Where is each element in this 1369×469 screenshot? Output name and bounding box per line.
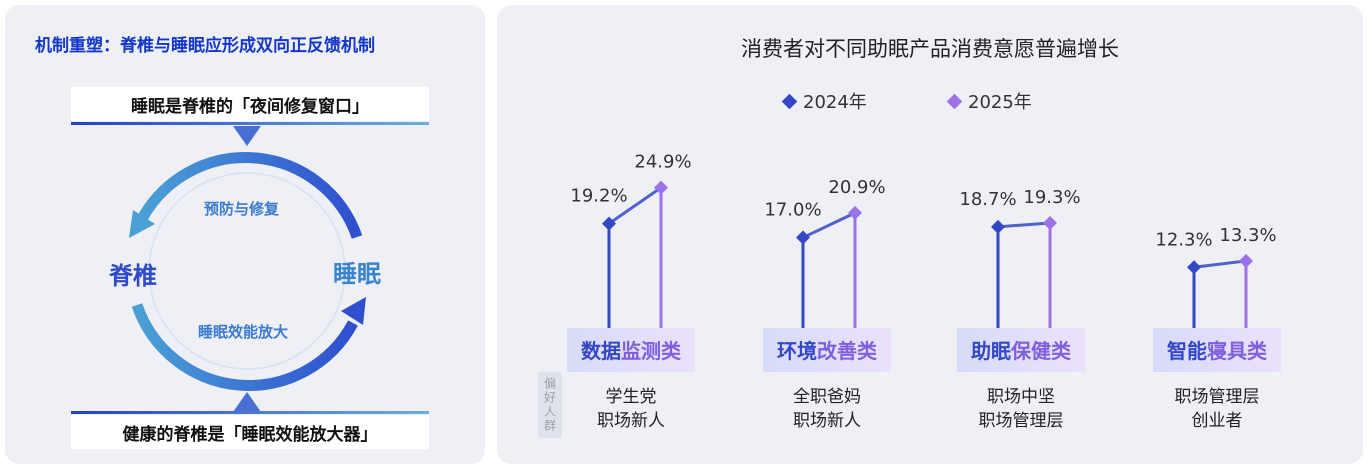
up-arrow-icon bbox=[233, 392, 261, 412]
point-2024-3 bbox=[1187, 260, 1201, 275]
top-arc bbox=[138, 152, 363, 239]
point-2025-0 bbox=[654, 180, 668, 195]
category-band-0 bbox=[567, 328, 695, 372]
category-band-1 bbox=[763, 328, 891, 372]
connector-1 bbox=[802, 211, 856, 239]
group-3-line2: 创业者 bbox=[1191, 411, 1243, 431]
category-label-0-part-b: 监测类 bbox=[621, 339, 681, 363]
bottom-arc bbox=[131, 303, 358, 391]
bottom-band: 健康的脊椎是「睡眠效能放大器」 bbox=[71, 415, 429, 449]
category-label-2-part-a: 助眠 bbox=[971, 339, 1011, 363]
point-2024-0 bbox=[602, 216, 616, 231]
down-arrow-icon bbox=[233, 126, 261, 146]
category-label-3-part-a: 智能 bbox=[1167, 339, 1207, 363]
cycle-diagram bbox=[129, 126, 366, 412]
group-3: 职场管理层 创业者 bbox=[1153, 385, 1281, 433]
value-label-2025-1: 20.9% bbox=[828, 177, 885, 198]
chart-title: 消费者对不同助眠产品消费意愿普遍增长 bbox=[741, 37, 1119, 61]
top-band: 睡眠是脊椎的「夜间修复窗口」 bbox=[71, 87, 429, 121]
category-label-3-part-b: 寝具类 bbox=[1207, 339, 1267, 363]
value-label-2024-2: 18.7% bbox=[959, 189, 1016, 210]
category-label-0: 数据监测类 bbox=[567, 335, 695, 364]
point-2024-2 bbox=[991, 219, 1005, 234]
legend-2024: 2024年 bbox=[781, 88, 867, 114]
point-2025-3 bbox=[1239, 253, 1253, 268]
legend-2025: 2025年 bbox=[946, 88, 1032, 114]
value-label-2025-2: 19.3% bbox=[1023, 187, 1080, 208]
category-label-1-part-b: 改善类 bbox=[817, 339, 877, 363]
point-2024-1 bbox=[796, 230, 810, 245]
category-label-1: 环境改善类 bbox=[763, 335, 891, 364]
top-band-line bbox=[71, 122, 429, 125]
connector-2 bbox=[997, 221, 1051, 229]
group-1-line2: 职场新人 bbox=[793, 411, 861, 431]
group-0-line1: 学生党 bbox=[605, 387, 657, 407]
preference-badge: 偏好人群 bbox=[538, 372, 562, 438]
legend-label-2024: 2024年 bbox=[803, 92, 867, 113]
node-sleep: 睡眠 bbox=[333, 260, 381, 288]
value-label-2024-3: 12.3% bbox=[1155, 229, 1212, 250]
connector-0 bbox=[608, 186, 662, 225]
mechanism-panel: 机制重塑：脊椎与睡眠应形成双向正反馈机制 睡眠是脊椎的「夜间修复窗口」 脊椎 睡… bbox=[5, 5, 485, 464]
value-label-2025-0: 24.9% bbox=[634, 152, 691, 173]
point-2025-1 bbox=[848, 205, 862, 220]
arc-arrowhead-right-icon bbox=[341, 297, 366, 325]
category-band-2 bbox=[957, 328, 1085, 372]
category-band-3 bbox=[1153, 328, 1281, 372]
value-label-2024-1: 17.0% bbox=[764, 200, 821, 221]
category-label-3: 智能寝具类 bbox=[1153, 335, 1281, 364]
group-1-line1: 全职爸妈 bbox=[793, 387, 861, 407]
value-label-2025-3: 13.3% bbox=[1219, 225, 1276, 246]
arc-arrowhead-left-icon bbox=[129, 210, 155, 238]
group-2-line2: 职场管理层 bbox=[978, 411, 1064, 431]
mechanism-title: 机制重塑：脊椎与睡眠应形成双向正反馈机制 bbox=[35, 36, 375, 56]
bottom-band-line bbox=[71, 411, 429, 414]
category-label-0-part-a: 数据 bbox=[581, 339, 621, 363]
group-3-line1: 职场管理层 bbox=[1174, 387, 1260, 407]
chart-plot: 19.2% 24.9% 17.0% 20.9% 18.7% 19.3% 12.3% 13.3% bbox=[570, 152, 1277, 328]
group-0-line2: 职场新人 bbox=[597, 411, 665, 431]
group-0: 学生党 职场新人 bbox=[567, 385, 695, 433]
chart-panel: 消费者对不同助眠产品消费意愿普遍增长 2024年 2025年 19.2% 24.9… bbox=[497, 5, 1363, 464]
arc-label-bottom: 睡眠效能放大 bbox=[198, 323, 289, 341]
connector-3 bbox=[1193, 259, 1247, 269]
arc-label-top: 预防与修复 bbox=[204, 200, 280, 218]
group-2-line1: 职场中坚 bbox=[987, 387, 1055, 407]
node-spine: 脊椎 bbox=[109, 262, 157, 290]
group-2: 职场中坚 职场管理层 bbox=[957, 385, 1085, 433]
category-label-2-part-b: 保健类 bbox=[1011, 339, 1071, 363]
value-label-2024-0: 19.2% bbox=[570, 186, 627, 207]
category-label-1-part-a: 环境 bbox=[777, 339, 817, 363]
point-2025-2 bbox=[1043, 216, 1057, 231]
inner-ring bbox=[148, 172, 346, 370]
group-1: 全职爸妈 职场新人 bbox=[763, 385, 891, 433]
legend-label-2025: 2025年 bbox=[968, 92, 1032, 113]
category-label-2: 助眠保健类 bbox=[957, 335, 1085, 364]
